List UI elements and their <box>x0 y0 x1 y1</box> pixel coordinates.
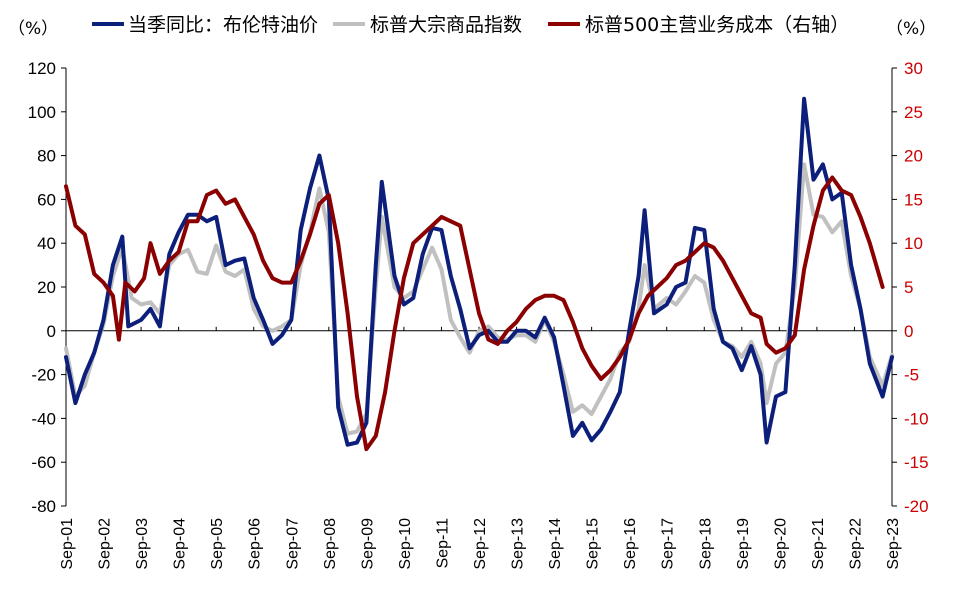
series-line-commodity <box>64 162 894 436</box>
left-tick-label: 120 <box>28 59 56 78</box>
x-tick-label: Sep-03 <box>134 518 151 570</box>
left-tick-label: 40 <box>37 234 56 253</box>
x-tick-label: Sep-07 <box>284 518 301 570</box>
right-axis-unit: （%） <box>886 19 936 39</box>
x-tick-label: Sep-21 <box>810 518 827 570</box>
legend: 当季同比：布伦特油价 标普大宗商品指数 标普500主营业务成本（右轴） <box>92 14 849 36</box>
x-tick-label: Sep-02 <box>97 518 114 570</box>
series-layer <box>64 96 894 452</box>
right-tick-label: 20 <box>904 147 923 166</box>
x-tick-label: Sep-18 <box>697 518 714 570</box>
legend-label-cost: 标普500主营业务成本（右轴） <box>585 14 849 36</box>
legend-label-brent: 当季同比：布伦特油价 <box>128 14 318 36</box>
right-tick-label: -5 <box>904 366 919 385</box>
x-tick-label: Sep-23 <box>885 518 902 570</box>
x-tick-label: Sep-06 <box>247 518 264 570</box>
right-tick-label: 30 <box>904 59 923 78</box>
x-tick-label: Sep-13 <box>510 518 527 570</box>
right-tick-label: -10 <box>904 409 929 428</box>
left-tick-label: 100 <box>28 103 56 122</box>
right-tick-label: -15 <box>904 453 929 472</box>
left-tick-label: 0 <box>47 322 56 341</box>
right-tick-label: -20 <box>904 497 929 516</box>
x-tick-label: Sep-12 <box>472 518 489 570</box>
x-tick-label: Sep-14 <box>547 518 564 570</box>
left-tick-label: 20 <box>37 278 56 297</box>
x-tick-label: Sep-22 <box>847 518 864 570</box>
right-tick-label: 25 <box>904 103 923 122</box>
series-line-brent <box>64 96 894 447</box>
right-tick-label: 15 <box>904 190 923 209</box>
x-tick-label: Sep-16 <box>622 518 639 570</box>
series-line-cost <box>64 175 885 452</box>
left-tick-label: -80 <box>31 497 56 516</box>
x-tick-label: Sep-09 <box>359 518 376 570</box>
right-tick-label: 5 <box>904 278 913 297</box>
x-tick-label: Sep-17 <box>660 518 677 570</box>
x-tick-label: Sep-01 <box>59 518 76 570</box>
left-tick-label: 80 <box>37 147 56 166</box>
x-tick-label: Sep-05 <box>209 518 226 570</box>
x-tick-label: Sep-10 <box>397 518 414 570</box>
x-tick-label: Sep-08 <box>322 518 339 570</box>
left-tick-label: 60 <box>37 190 56 209</box>
left-tick-label: -20 <box>31 366 56 385</box>
x-tick-label: Sep-04 <box>172 518 189 570</box>
x-tick-label: Sep-11 <box>434 518 451 569</box>
right-tick-label: 10 <box>904 234 923 253</box>
left-tick-label: -60 <box>31 453 56 472</box>
x-tick-label: Sep-15 <box>585 518 602 570</box>
right-tick-label: 0 <box>904 322 913 341</box>
x-tick-label: Sep-19 <box>735 518 752 570</box>
legend-label-commodity: 标普大宗商品指数 <box>370 14 522 36</box>
x-tick-label: Sep-20 <box>772 518 789 570</box>
left-axis-unit: （%） <box>8 19 58 39</box>
left-tick-label: -40 <box>31 409 56 428</box>
